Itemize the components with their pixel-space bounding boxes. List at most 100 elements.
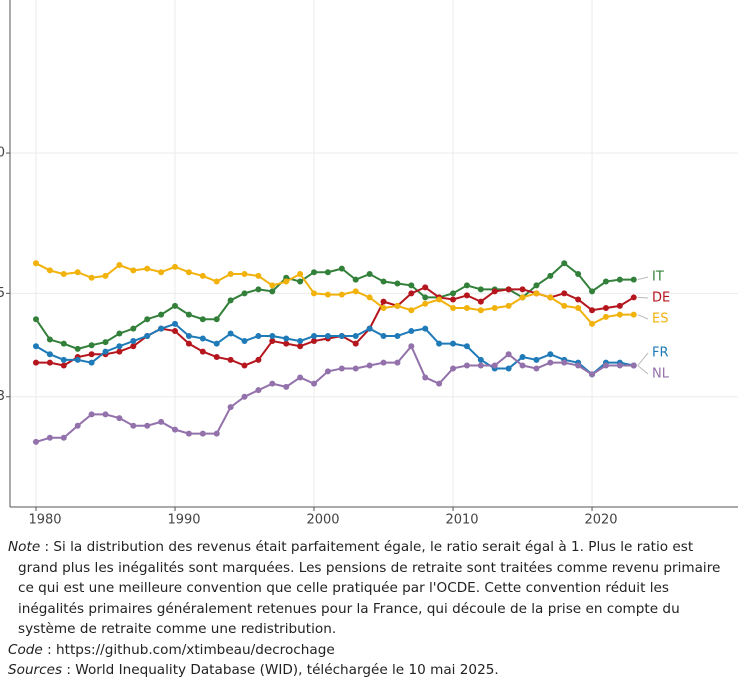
point bbox=[450, 290, 457, 297]
point bbox=[616, 302, 623, 309]
point bbox=[408, 343, 415, 350]
point bbox=[547, 359, 554, 366]
point bbox=[60, 340, 67, 347]
point bbox=[561, 290, 568, 297]
note: Code : https://github.com/xtimbeau/decro… bbox=[8, 640, 736, 661]
point bbox=[602, 278, 609, 285]
point bbox=[102, 339, 109, 346]
point bbox=[408, 290, 415, 297]
point bbox=[519, 294, 526, 301]
point bbox=[172, 426, 179, 433]
point bbox=[561, 260, 568, 267]
point bbox=[324, 291, 331, 298]
point bbox=[338, 332, 345, 339]
point bbox=[130, 325, 137, 332]
point bbox=[297, 374, 304, 381]
point bbox=[394, 332, 401, 339]
point bbox=[616, 276, 623, 283]
point bbox=[213, 354, 220, 361]
point bbox=[74, 345, 81, 352]
x-tick-label: 1980 bbox=[28, 513, 61, 528]
point bbox=[311, 290, 318, 297]
point bbox=[463, 305, 470, 312]
point bbox=[172, 328, 179, 335]
point bbox=[450, 305, 457, 312]
point bbox=[130, 343, 137, 350]
point bbox=[213, 316, 220, 323]
point bbox=[199, 335, 206, 342]
point bbox=[589, 320, 596, 327]
point bbox=[519, 354, 526, 361]
point bbox=[199, 430, 206, 437]
point bbox=[297, 271, 304, 278]
point bbox=[241, 271, 248, 278]
note-label: Sources bbox=[8, 662, 63, 678]
point bbox=[158, 418, 165, 425]
point bbox=[533, 282, 540, 289]
point bbox=[311, 380, 318, 387]
point bbox=[144, 316, 151, 323]
point bbox=[255, 286, 262, 293]
point bbox=[352, 365, 359, 372]
point bbox=[158, 325, 165, 332]
point bbox=[394, 302, 401, 309]
point bbox=[297, 278, 304, 285]
x-tick-label: 2000 bbox=[306, 513, 339, 528]
point bbox=[602, 313, 609, 320]
point bbox=[366, 271, 373, 278]
y-tick-label: 3 bbox=[0, 389, 5, 404]
point bbox=[32, 343, 39, 350]
point bbox=[32, 260, 39, 267]
point bbox=[394, 359, 401, 366]
point bbox=[463, 292, 470, 299]
point bbox=[575, 305, 582, 312]
point bbox=[185, 332, 192, 339]
point bbox=[227, 356, 234, 363]
point bbox=[408, 282, 415, 289]
point bbox=[463, 362, 470, 369]
point bbox=[227, 404, 234, 411]
point bbox=[283, 335, 290, 342]
leader-line bbox=[637, 365, 649, 375]
point bbox=[616, 311, 623, 318]
x-tick-label: 2010 bbox=[445, 513, 478, 528]
series-label: IT bbox=[652, 270, 664, 285]
point bbox=[450, 340, 457, 347]
point bbox=[60, 434, 67, 441]
point bbox=[477, 362, 484, 369]
series-label: NL bbox=[652, 367, 670, 382]
point bbox=[519, 286, 526, 293]
point bbox=[199, 272, 206, 279]
leader-line bbox=[637, 276, 649, 281]
point bbox=[352, 276, 359, 283]
point bbox=[88, 342, 95, 349]
point bbox=[436, 296, 443, 303]
point bbox=[74, 269, 81, 276]
point bbox=[255, 356, 262, 363]
point bbox=[380, 278, 387, 285]
point bbox=[450, 296, 457, 303]
point bbox=[269, 288, 276, 295]
point bbox=[158, 269, 165, 276]
point bbox=[116, 262, 123, 269]
point bbox=[144, 265, 151, 272]
point bbox=[46, 351, 53, 358]
point bbox=[255, 387, 262, 394]
point bbox=[102, 348, 109, 355]
point bbox=[172, 263, 179, 270]
point bbox=[199, 348, 206, 355]
series-line bbox=[35, 286, 635, 367]
point bbox=[408, 307, 415, 314]
point bbox=[46, 267, 53, 274]
point bbox=[185, 430, 192, 437]
point bbox=[630, 276, 637, 283]
point bbox=[311, 338, 318, 345]
point bbox=[88, 411, 95, 418]
point bbox=[283, 278, 290, 285]
point bbox=[213, 430, 220, 437]
point bbox=[116, 348, 123, 355]
series-label: DE bbox=[652, 291, 670, 306]
point bbox=[338, 365, 345, 372]
point bbox=[46, 434, 53, 441]
